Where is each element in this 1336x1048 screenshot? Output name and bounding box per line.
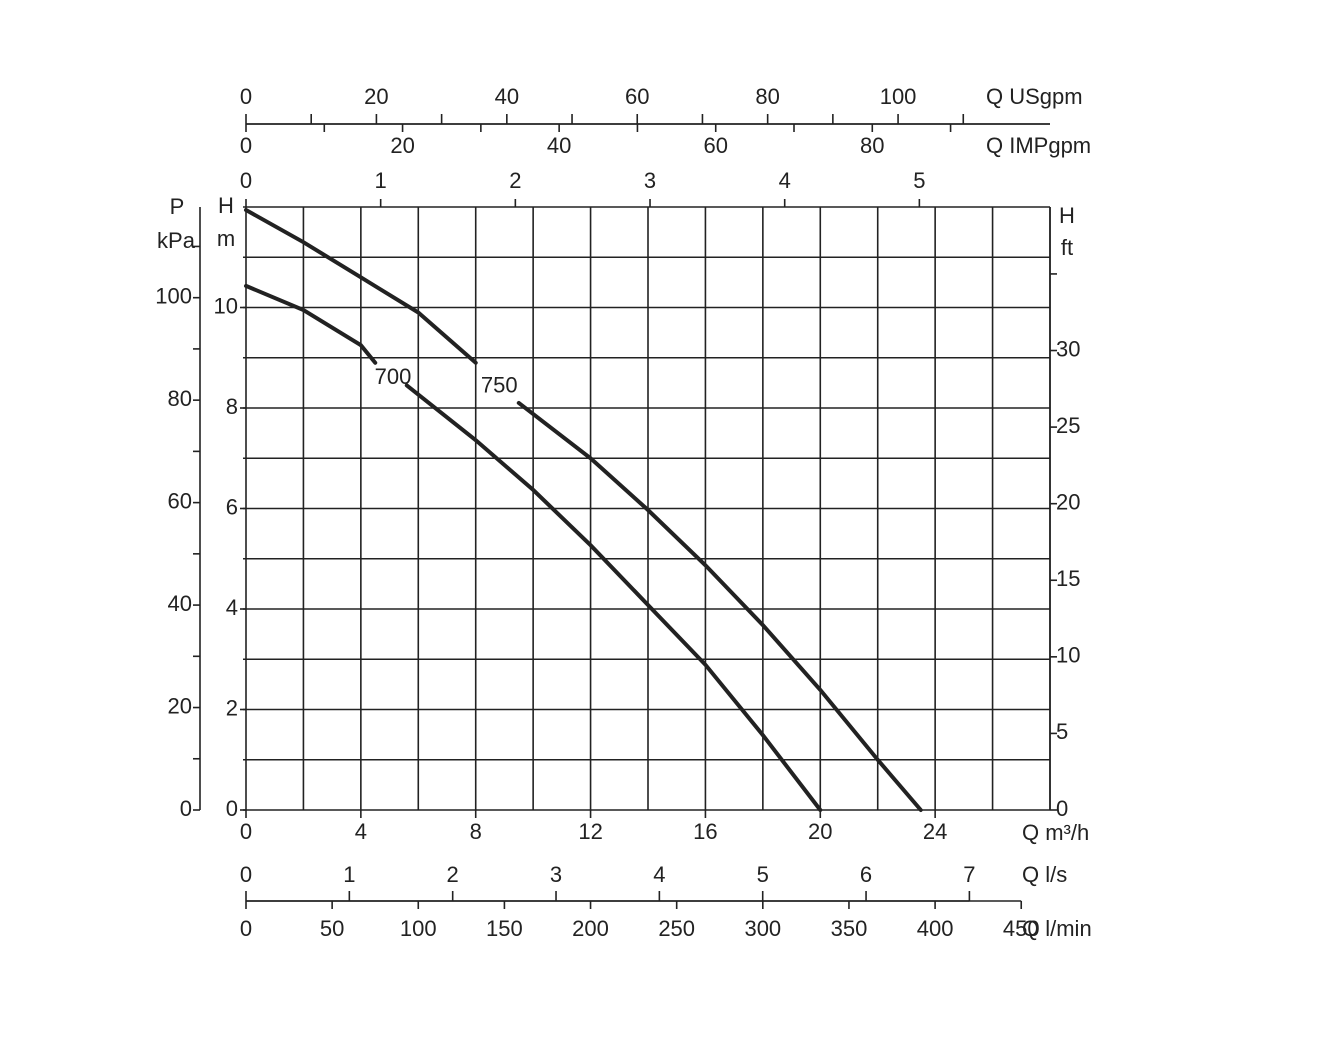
y-axis-label: H <box>218 193 234 218</box>
tick-label: 5 <box>757 862 769 887</box>
tick-label: 200 <box>572 916 609 941</box>
x-axis-label: Q m³/h <box>1022 820 1089 845</box>
tick-label: 40 <box>495 84 519 109</box>
tick-label: 0 <box>180 796 192 821</box>
pump-curve <box>244 283 823 812</box>
tick-label: 100 <box>880 84 917 109</box>
tick-label: 50 <box>320 916 344 941</box>
tick-label: 0 <box>240 168 252 193</box>
tick-label: 20 <box>1056 489 1080 514</box>
y-tick-label: 6 <box>226 494 238 519</box>
tick-label: 0 <box>240 133 252 158</box>
tick-label: 80 <box>168 386 192 411</box>
tick-label: 60 <box>625 84 649 109</box>
tick-label: 20 <box>168 693 192 718</box>
x-tick-label: 20 <box>808 819 832 844</box>
tick-label: 0 <box>240 916 252 941</box>
axis-unit: kPa <box>157 228 196 253</box>
y-tick-label: 4 <box>226 595 238 620</box>
y-tick-label: 2 <box>226 695 238 720</box>
tick-label: 60 <box>168 488 192 513</box>
tick-label: 3 <box>644 168 656 193</box>
tick-label: 7 <box>963 862 975 887</box>
axis-label: Q l/s <box>1022 862 1067 887</box>
tick-label: 4 <box>653 862 665 887</box>
y-tick-label: 10 <box>214 293 238 318</box>
tick-label: 450 <box>1003 916 1040 941</box>
tick-label: 100 <box>400 916 437 941</box>
tick-label: 40 <box>168 591 192 616</box>
tick-label: 100 <box>155 283 192 308</box>
axis-label: Q USgpm <box>986 84 1083 109</box>
axis-unit: ft <box>1061 235 1073 260</box>
axis-label: Q IMPgpm <box>986 133 1091 158</box>
tick-label: 1 <box>375 168 387 193</box>
tick-label: 2 <box>447 862 459 887</box>
x-tick-label: 0 <box>240 819 252 844</box>
tick-label: 20 <box>390 133 414 158</box>
tick-label: 0 <box>240 84 252 109</box>
pump-curve <box>244 208 923 812</box>
tick-label: 15 <box>1056 566 1080 591</box>
curve-label: 700 <box>375 364 412 389</box>
tick-label: 60 <box>703 133 727 158</box>
tick-label: 3 <box>550 862 562 887</box>
tick-label: 300 <box>744 916 781 941</box>
tick-label: 4 <box>779 168 791 193</box>
axis-label: Q l/min <box>1022 916 1092 941</box>
tick-label: 250 <box>658 916 695 941</box>
tick-label: 6 <box>860 862 872 887</box>
tick-label: 80 <box>860 133 884 158</box>
axis-label: H <box>1059 203 1075 228</box>
tick-label: 1 <box>343 862 355 887</box>
tick-label: 150 <box>486 916 523 941</box>
x-tick-label: 12 <box>578 819 602 844</box>
tick-label: 25 <box>1056 413 1080 438</box>
axis-label: P <box>170 194 185 219</box>
tick-label: 20 <box>364 84 388 109</box>
x-tick-label: 24 <box>923 819 947 844</box>
tick-label: 2 <box>509 168 521 193</box>
y-tick-label: 0 <box>226 796 238 821</box>
tick-label: 5 <box>913 168 925 193</box>
tick-label: 0 <box>240 862 252 887</box>
x-tick-label: 4 <box>355 819 367 844</box>
tick-label: 5 <box>1056 719 1068 744</box>
tick-label: 10 <box>1056 643 1080 668</box>
curve-label: 750 <box>481 373 518 398</box>
tick-label: 40 <box>547 133 571 158</box>
x-tick-label: 8 <box>470 819 482 844</box>
tick-label: 350 <box>831 916 868 941</box>
tick-label: 30 <box>1056 336 1080 361</box>
tick-label: 400 <box>917 916 954 941</box>
y-tick-label: 8 <box>226 394 238 419</box>
tick-label: 0 <box>1056 796 1068 821</box>
y-axis-unit: m <box>217 226 235 251</box>
x-tick-label: 16 <box>693 819 717 844</box>
tick-label: 80 <box>755 84 779 109</box>
